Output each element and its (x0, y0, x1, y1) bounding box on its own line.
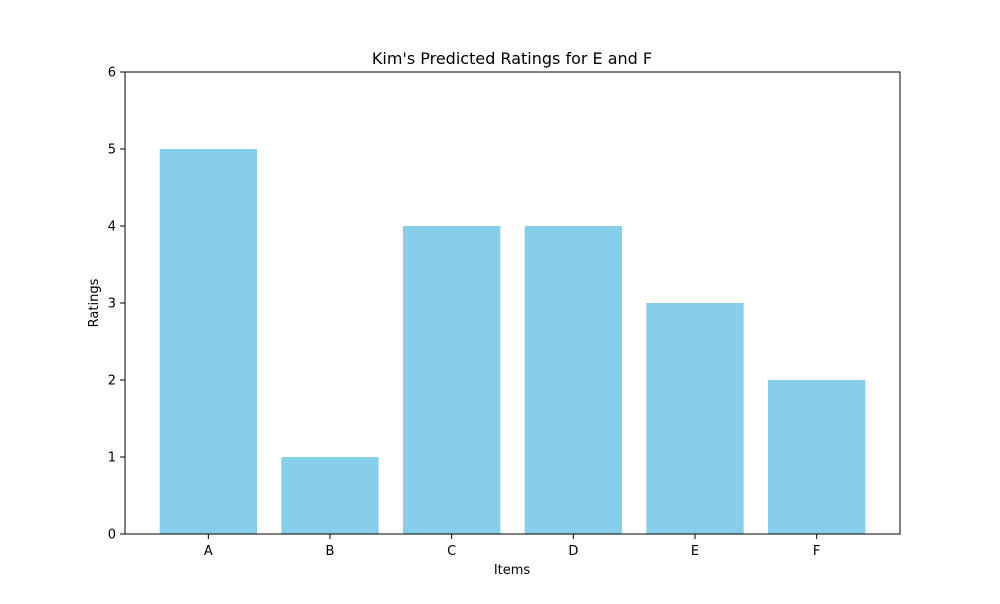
plot-frame (124, 71, 901, 535)
x-axis-label: Items (494, 563, 531, 578)
chart-title: Kim's Predicted Ratings for E and F (372, 49, 652, 68)
x-tick-label: F (813, 544, 820, 559)
y-axis-ticks: 0 1 2 3 4 5 6 (108, 66, 125, 543)
bar-e (646, 303, 744, 534)
bar-f (767, 380, 866, 534)
y-tick-label: 6 (108, 66, 116, 81)
x-tick-label: A (204, 544, 213, 559)
y-tick-label: 4 (108, 220, 116, 235)
x-tick-label: C (447, 544, 456, 559)
bars-group (159, 149, 866, 534)
bar-c (403, 226, 501, 534)
bar-d (524, 226, 622, 534)
bar-a (159, 149, 257, 534)
y-tick-label: 0 (108, 528, 116, 543)
y-tick-label: 1 (108, 451, 116, 466)
x-tick-label: B (326, 544, 335, 559)
bar-b (281, 457, 379, 534)
x-axis-ticks: A B C D E F (204, 534, 820, 559)
x-tick-label: D (568, 544, 578, 559)
x-tick-label: E (691, 544, 699, 559)
y-axis-label: Ratings (87, 278, 102, 327)
y-tick-label: 3 (108, 297, 116, 312)
y-tick-label: 5 (108, 143, 116, 158)
y-tick-label: 2 (108, 374, 116, 389)
